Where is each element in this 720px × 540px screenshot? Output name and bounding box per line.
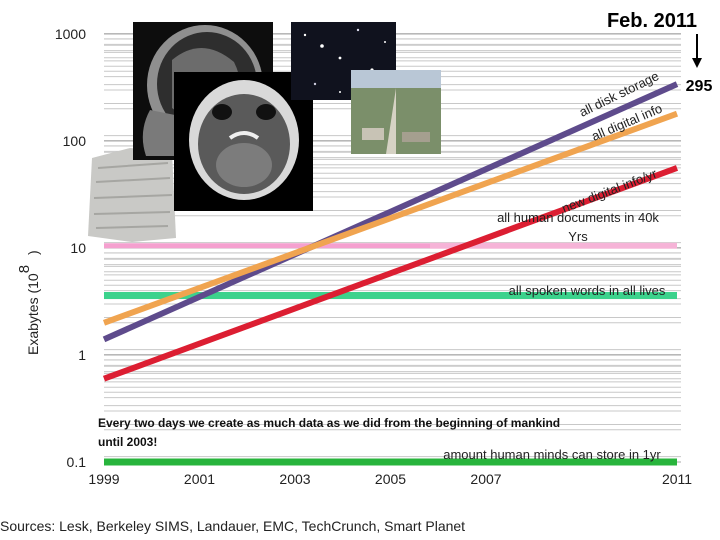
x-tick-label: 2011	[662, 471, 692, 487]
series-line	[102, 165, 679, 382]
value-annotation: 295	[686, 78, 713, 95]
highway-aerial-image	[351, 70, 441, 154]
y-tick-labels: 1000 100 10 1 0.1	[55, 26, 86, 470]
series-line	[102, 110, 679, 326]
series-label-human-minds: amount human minds can store in 1yr	[443, 447, 661, 462]
x-tick-label: 1999	[88, 471, 119, 487]
x-tick-label: 2005	[375, 471, 406, 487]
series-label-spoken-words: all spoken words in all lives	[509, 283, 666, 298]
y-tick-label: 1	[78, 347, 86, 363]
x-tick-label: 2007	[470, 471, 501, 487]
svg-text:Exabytes (108): Exabytes (108)	[16, 250, 41, 355]
series-line	[102, 81, 679, 343]
y-axis-label: Exabytes (108)	[16, 250, 41, 355]
x-tick-label: 2001	[184, 471, 215, 487]
y-tick-label: 10	[70, 240, 86, 256]
y-tick-label: 1000	[55, 26, 86, 42]
date-arrow-head	[692, 58, 702, 68]
sources-text: Sources: Lesk, Berkeley SIMS, Landauer, …	[0, 518, 465, 534]
statement-annotation: Every two days we create as much data as…	[98, 416, 560, 449]
y-tick-label: 0.1	[67, 454, 87, 470]
date-annotation: Feb. 2011	[607, 10, 697, 32]
series-label-human-documents: all human documents in 40k Yrs	[497, 210, 659, 244]
brain-ct-axial-image	[174, 72, 313, 211]
x-tick-labels: 1999 2001 2003 2005 2007 2011	[88, 471, 692, 487]
x-tick-label: 2003	[279, 471, 310, 487]
series-lines	[102, 81, 679, 382]
y-tick-label: 100	[63, 133, 87, 149]
clay-tablet-image	[88, 148, 176, 242]
svg-text:Every two days we create as mu: Every two days we create as much data as…	[98, 416, 560, 449]
